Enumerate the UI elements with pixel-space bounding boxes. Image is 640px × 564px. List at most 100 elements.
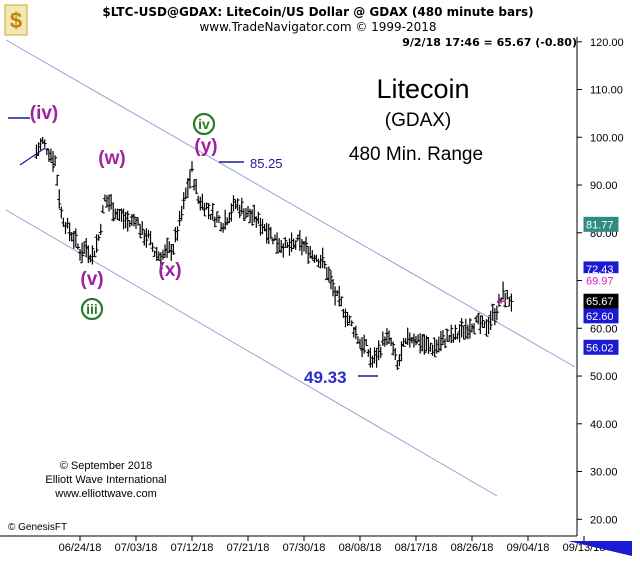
y-tick-label: 50.00: [590, 371, 618, 383]
price-bar: [165, 237, 170, 258]
price-bar: [75, 243, 80, 250]
price-bar: [484, 319, 489, 337]
price-bar: [53, 155, 58, 167]
scroll-arrow-icon[interactable]: [568, 541, 632, 556]
y-tick-label: 110.00: [590, 85, 623, 97]
price-bar: [401, 338, 406, 347]
axis-marker-65-67: 65.67: [583, 293, 619, 309]
price-bar: [216, 215, 221, 224]
price-bar: [42, 139, 47, 148]
wave-label-iv-paren: (iv): [30, 103, 59, 124]
price-bar: [349, 320, 354, 327]
price-bar: [177, 210, 182, 226]
svg-text:iii: iii: [86, 301, 98, 317]
price-bar: [293, 240, 298, 250]
price-bar: [92, 250, 97, 258]
y-tick-label: 60.00: [590, 323, 618, 335]
x-tick-label: 07/12/18: [171, 542, 214, 554]
price-bar: [445, 328, 450, 342]
price-bar: [268, 227, 273, 239]
svg-text:69.97: 69.97: [586, 276, 614, 288]
price-bar: [432, 337, 437, 358]
x-tick-label: 08/08/18: [339, 542, 382, 554]
axis-marker-62-60: 62.60: [583, 308, 619, 324]
price-bar: [353, 325, 358, 340]
price-bar: [214, 211, 219, 223]
copyright-date: © September 2018: [60, 460, 153, 472]
price-bar: [175, 226, 180, 241]
price-bar: [51, 151, 56, 172]
price-bar: [55, 174, 60, 186]
price-bar: [488, 310, 493, 330]
x-tick-label: 08/17/18: [395, 542, 438, 554]
chart-header-source: www.TradeNavigator.com © 1999-2018: [199, 20, 436, 34]
price-bar: [281, 243, 286, 258]
price-bar: [90, 245, 95, 265]
price-bar: [231, 195, 236, 212]
price-bar: [326, 266, 331, 283]
price-bar: [494, 305, 499, 321]
price-bar: [453, 324, 458, 340]
price-bar: [328, 270, 333, 290]
svg-text:81.77: 81.77: [586, 219, 614, 231]
y-tick-label: 120.00: [590, 37, 624, 49]
price-bar: [492, 308, 497, 326]
price-bar: [202, 202, 207, 217]
x-tick-label: 09/04/18: [507, 542, 550, 554]
price-bar: [428, 342, 433, 352]
price-bar: [414, 335, 418, 346]
price-bar: [239, 197, 244, 215]
axis-marker-72-43: 72.43: [583, 261, 619, 277]
range-label: 480 Min. Range: [349, 144, 483, 165]
last-bar-readout: 9/2/18 17:46 = 65.67 (-0.80): [402, 36, 577, 49]
x-tick-label: 07/03/18: [115, 542, 158, 554]
price-bar: [509, 293, 514, 312]
price-bar: [111, 202, 116, 222]
svg-text:62.60: 62.60: [586, 311, 614, 323]
price-bar: [229, 203, 234, 222]
svg-text:iv: iv: [198, 116, 210, 132]
high-callout-label: 85.25: [250, 156, 283, 171]
price-bar: [59, 206, 64, 219]
wave-label-iii-circled: iii: [80, 297, 104, 321]
price-bar: [158, 252, 163, 270]
price-bar: [138, 224, 143, 239]
price-bar: [304, 236, 309, 254]
copyright-company: Elliott Wave International: [45, 474, 166, 486]
price-bar: [212, 216, 217, 228]
y-tick-label: 90.00: [590, 180, 618, 192]
y-axis: 20.0030.0040.0050.0060.0070.0080.0090.00…: [577, 37, 624, 526]
price-bar: [256, 211, 261, 224]
price-bar: [144, 228, 149, 248]
y-tick-label: 20.00: [590, 514, 618, 526]
price-bar: [440, 330, 445, 346]
price-bar: [467, 318, 472, 339]
price-bar: [283, 237, 288, 248]
price-bar: [150, 242, 155, 253]
price-bar: [449, 324, 454, 344]
price-bar: [345, 312, 350, 326]
price-bar: [472, 323, 477, 335]
coin-name: Litecoin: [376, 74, 469, 104]
price-bar: [57, 189, 62, 209]
wave-label-iv-circled: iv: [192, 112, 216, 136]
axis-marker-81-77: 81.77: [583, 216, 619, 232]
price-bar: [140, 221, 145, 235]
low-callout-label: 49.33: [304, 368, 347, 387]
price-bar: [136, 217, 141, 226]
price-bar: [44, 148, 49, 156]
price-bar: [275, 232, 280, 254]
price-bar: [422, 334, 427, 355]
svg-text:65.67: 65.67: [586, 296, 614, 308]
price-bar: [320, 247, 325, 269]
price-bar: [306, 245, 311, 264]
price-bar: [100, 205, 105, 214]
x-axis: 06/24/18 07/03/18 07/12/18 07/21/18 07/30/18…: [59, 536, 605, 554]
price-bar: [179, 205, 184, 221]
price-bar: [362, 334, 367, 354]
wave-label-v: (v): [80, 269, 103, 290]
svg-text:72.43: 72.43: [586, 264, 614, 276]
price-bar: [210, 203, 215, 221]
